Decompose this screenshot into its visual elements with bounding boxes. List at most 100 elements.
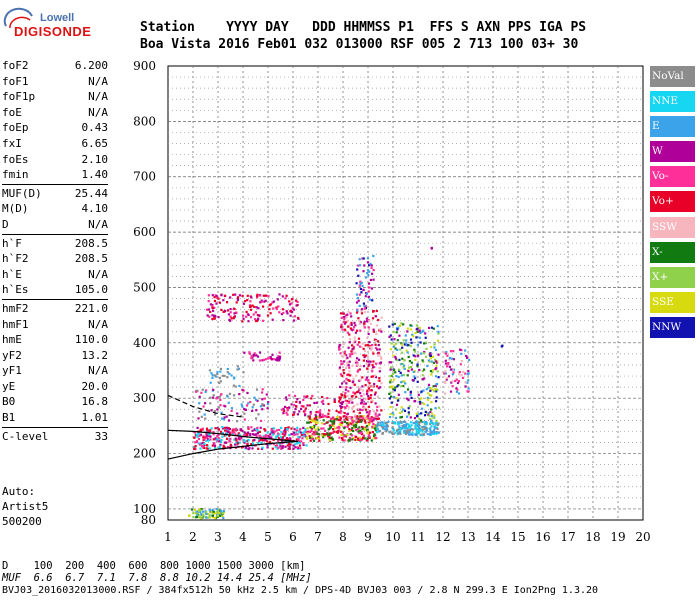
echo-point (220, 308, 223, 311)
echo-point (372, 278, 375, 281)
echo-point (333, 430, 336, 433)
echo-point (194, 441, 197, 444)
echo-point (459, 348, 462, 351)
echo-point (198, 395, 201, 398)
echo-point (461, 376, 465, 379)
echo-point (226, 376, 229, 379)
echo-point (306, 395, 309, 398)
echo-point (348, 333, 351, 336)
echo-point (353, 336, 356, 339)
echo-point (290, 302, 293, 305)
echo-point (241, 388, 244, 391)
echo-point (199, 428, 202, 431)
echo-point (306, 437, 309, 440)
echo-point (281, 308, 284, 311)
echo-point (200, 415, 203, 418)
echo-point (314, 419, 317, 422)
echo-point (352, 328, 355, 331)
echo-point (236, 296, 240, 299)
param-name: h`F2 (2, 252, 29, 266)
echo-point (252, 403, 255, 406)
echo-point (294, 443, 297, 446)
echo-point (357, 390, 360, 393)
echo-point (433, 390, 436, 393)
echo-point (312, 439, 316, 442)
artist-label: Artist5 (2, 500, 49, 513)
param-value: 6.65 (81, 136, 109, 150)
echo-point (285, 310, 288, 313)
echo-point (420, 428, 423, 431)
echo-point (323, 422, 326, 426)
echo-point (403, 343, 406, 346)
echo-point (291, 307, 294, 310)
echo-point (253, 428, 256, 431)
echo-point (255, 433, 258, 436)
echo-point (464, 349, 467, 352)
echo-point (193, 431, 196, 434)
echo-point (258, 314, 261, 317)
echo-point (247, 320, 250, 323)
echo-point (303, 395, 306, 398)
echo-point (292, 433, 295, 436)
echo-point (232, 428, 235, 431)
echo-point (403, 429, 406, 432)
echo-point (351, 423, 354, 426)
echo-point (434, 375, 438, 378)
echo-point (243, 407, 246, 411)
echo-point (215, 397, 218, 400)
echo-point (444, 381, 447, 385)
echo-point (410, 424, 413, 427)
echo-point (346, 394, 349, 397)
echo-point (373, 425, 376, 428)
echo-point (212, 433, 215, 436)
echo-point (363, 356, 366, 359)
echo-point (205, 447, 208, 450)
echo-point (389, 368, 392, 371)
echo-point (419, 402, 422, 405)
echo-point (213, 374, 216, 377)
echo-point (452, 368, 456, 371)
echo-point (259, 435, 262, 438)
echo-point (377, 318, 380, 322)
echo-point (368, 298, 371, 301)
echo-point (407, 370, 410, 373)
echo-point (406, 388, 410, 391)
echo-point (281, 446, 284, 449)
echo-point (346, 400, 349, 403)
echo-point (208, 514, 211, 517)
param-name: fxI (2, 136, 22, 150)
echo-point (220, 438, 223, 442)
echo-point (266, 407, 269, 410)
echo-point (389, 366, 393, 369)
echo-point (237, 432, 240, 435)
echo-point (394, 355, 397, 359)
echo-point (312, 426, 316, 429)
echo-point (219, 380, 222, 383)
echo-point (203, 438, 206, 441)
echo-point (315, 423, 318, 426)
echo-point (218, 509, 221, 512)
echo-point (358, 368, 361, 371)
echo-point (335, 409, 338, 413)
echo-point (314, 414, 317, 417)
echo-point (280, 442, 283, 445)
echo-point (329, 432, 332, 435)
param-value: 1.01 (81, 411, 109, 425)
echo-point (281, 445, 284, 448)
echo-point (343, 372, 346, 375)
echo-point (451, 380, 454, 383)
echo-point (382, 427, 385, 430)
echo-point (433, 414, 436, 417)
echo-point (331, 431, 334, 434)
echo-point (257, 307, 260, 310)
echo-point (244, 408, 247, 411)
param-value: 25.44 (74, 186, 108, 200)
echo-point (309, 439, 312, 442)
echo-point (367, 295, 370, 298)
echo-point (211, 508, 214, 511)
echo-point (286, 444, 289, 447)
echo-point (339, 430, 342, 433)
echo-point (344, 314, 347, 317)
echo-point (391, 426, 394, 429)
echo-point (348, 436, 352, 440)
